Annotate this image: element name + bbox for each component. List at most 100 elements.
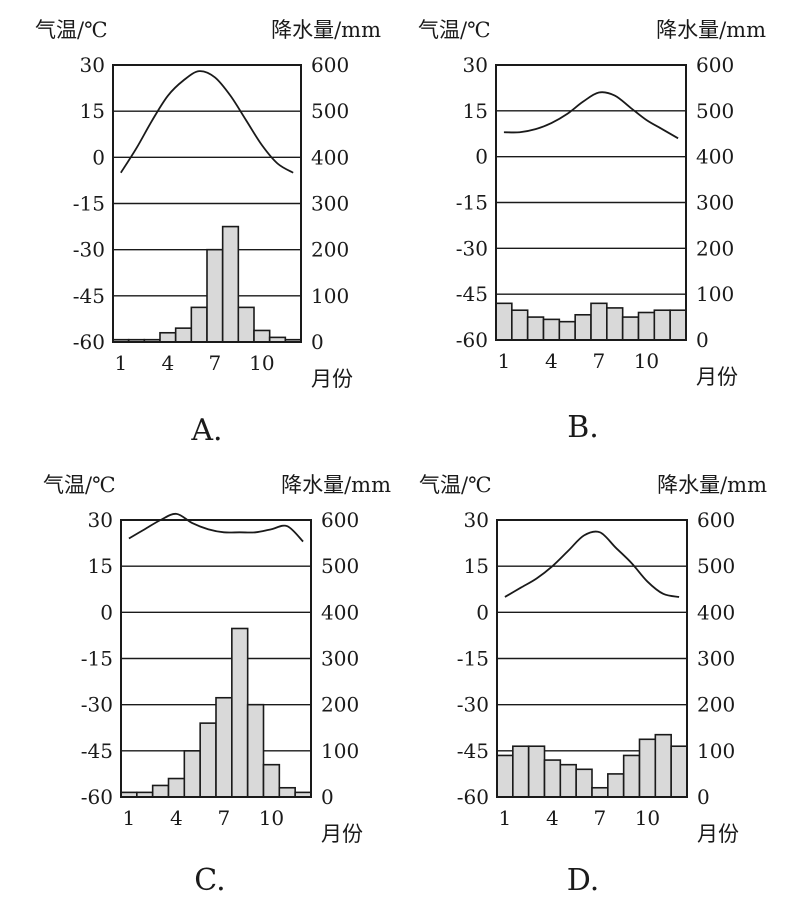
precip-axis-title: 降水量/mm bbox=[271, 18, 381, 42]
precip-bar bbox=[253, 329, 271, 343]
month-tick-label: 7 bbox=[594, 806, 607, 830]
precip-bar bbox=[621, 316, 640, 341]
month-tick-label: 4 bbox=[161, 351, 174, 375]
precip-bar bbox=[574, 313, 592, 341]
precip-bar bbox=[670, 745, 688, 798]
temp-tick-label: -15 bbox=[457, 647, 489, 671]
temp-tick-label: 30 bbox=[463, 53, 488, 77]
month-tick-label: 1 bbox=[499, 806, 512, 830]
precip-axis-title: 降水量/mm bbox=[281, 473, 391, 497]
precip-bar bbox=[591, 786, 609, 798]
precip-bar bbox=[221, 225, 240, 343]
temp-tick-label: -60 bbox=[73, 330, 105, 354]
month-axis-title: 月份 bbox=[311, 367, 353, 391]
precip-tick-label: 300 bbox=[321, 647, 359, 671]
temp-axis-title: 气温/℃ bbox=[418, 18, 491, 42]
climate-chart-b: 30 15 0 -15 -30 -45 -60 600 500 400 300 200 100 0 1 4 7 1… bbox=[418, 18, 766, 445]
precip-bar bbox=[606, 307, 624, 341]
precip-tick-label: 300 bbox=[697, 647, 735, 671]
precip-tick-label: 200 bbox=[321, 693, 359, 717]
temp-tick-label: 15 bbox=[463, 99, 488, 123]
month-tick-label: 4 bbox=[545, 349, 558, 373]
month-tick-label: 4 bbox=[546, 806, 559, 830]
precip-bar bbox=[511, 309, 529, 341]
month-tick-label: 10 bbox=[259, 806, 284, 830]
temp-tick-label: 15 bbox=[88, 554, 113, 578]
precip-bar bbox=[669, 309, 687, 341]
precip-tick-label: 0 bbox=[697, 785, 710, 809]
month-axis-title: 月份 bbox=[697, 822, 739, 846]
precip-bar bbox=[575, 768, 593, 798]
precip-bar bbox=[527, 745, 546, 798]
precip-bar bbox=[237, 306, 255, 343]
precip-axis-title: 降水量/mm bbox=[656, 18, 766, 42]
climate-chart-d: 30 15 0 -15 -30 -45 -60 600 500 400 300 200 100 0 1 4 7 1… bbox=[419, 473, 767, 898]
precip-tick-label: 0 bbox=[321, 785, 334, 809]
climate-chart-c: 30 15 0 -15 -30 -45 -60 600 500 400 300 200 100 0 1 4 7 1… bbox=[43, 473, 391, 898]
panel-letter: B. bbox=[567, 410, 599, 445]
precip-tick-label: 100 bbox=[321, 739, 359, 763]
panel-letter: C. bbox=[194, 863, 225, 898]
month-tick-label: 7 bbox=[208, 351, 221, 375]
plot-frame bbox=[496, 519, 688, 798]
month-tick-label: 7 bbox=[593, 349, 606, 373]
precip-bar bbox=[654, 733, 672, 798]
precip-bar bbox=[638, 738, 657, 798]
plot-frame bbox=[120, 519, 312, 798]
temperature-line bbox=[503, 91, 679, 140]
temperature-line bbox=[120, 70, 294, 174]
precip-tick-label: 600 bbox=[696, 53, 734, 77]
precip-bar bbox=[495, 302, 513, 341]
precip-bar bbox=[526, 316, 545, 341]
precip-tick-label: 500 bbox=[321, 554, 359, 578]
month-tick-label: 10 bbox=[634, 349, 659, 373]
precip-tick-label: 400 bbox=[697, 600, 735, 624]
temp-tick-label: 30 bbox=[88, 508, 113, 532]
precip-tick-label: 100 bbox=[696, 282, 734, 306]
temp-tick-label: -60 bbox=[457, 785, 489, 809]
temp-tick-label: -30 bbox=[81, 693, 113, 717]
precip-tick-label: 500 bbox=[311, 99, 349, 123]
month-tick-label: 4 bbox=[170, 806, 183, 830]
temp-tick-label: 30 bbox=[464, 508, 489, 532]
precip-bar bbox=[496, 754, 514, 798]
temp-tick-label: 15 bbox=[80, 99, 105, 123]
temp-tick-label: -15 bbox=[73, 192, 105, 216]
temp-tick-label: 0 bbox=[475, 145, 488, 169]
precip-tick-label: 300 bbox=[311, 192, 349, 216]
temp-axis-title: 气温/℃ bbox=[35, 18, 108, 42]
temperature-line bbox=[504, 530, 680, 598]
precip-bar bbox=[607, 773, 625, 798]
panel-letter: A. bbox=[190, 413, 222, 448]
precip-bar bbox=[637, 311, 656, 341]
precip-bar bbox=[151, 784, 170, 798]
month-axis-title: 月份 bbox=[321, 822, 363, 846]
temp-tick-label: -45 bbox=[457, 739, 489, 763]
precip-bar bbox=[190, 306, 208, 343]
precip-bar bbox=[246, 703, 265, 798]
precip-bar bbox=[215, 696, 233, 798]
panel-letter: D. bbox=[567, 863, 600, 898]
temp-tick-label: 0 bbox=[100, 600, 113, 624]
precip-bar bbox=[559, 763, 577, 798]
temp-axis-title: 气温/℃ bbox=[419, 473, 492, 497]
precip-axis-title: 降水量/mm bbox=[657, 473, 767, 497]
temp-tick-label: 0 bbox=[92, 145, 105, 169]
precip-bar bbox=[590, 302, 608, 341]
precip-tick-label: 400 bbox=[696, 145, 734, 169]
month-tick-label: 7 bbox=[218, 806, 231, 830]
precip-tick-label: 100 bbox=[311, 284, 349, 308]
precip-bar bbox=[558, 320, 576, 341]
precip-bar bbox=[206, 248, 224, 343]
precip-bar bbox=[262, 763, 281, 798]
precip-bar bbox=[543, 759, 562, 798]
precip-tick-label: 300 bbox=[696, 191, 734, 215]
precip-tick-label: 100 bbox=[697, 739, 735, 763]
precip-bar bbox=[199, 722, 217, 798]
month-tick-label: 1 bbox=[114, 351, 127, 375]
climate-chart-a: 30 15 0 -15 -30 -45 -60 600 500 400 300 200 100 0 1 4 7 1… bbox=[35, 18, 381, 448]
precip-tick-label: 600 bbox=[697, 508, 735, 532]
precip-tick-label: 600 bbox=[321, 508, 359, 532]
temp-tick-label: -45 bbox=[73, 284, 105, 308]
